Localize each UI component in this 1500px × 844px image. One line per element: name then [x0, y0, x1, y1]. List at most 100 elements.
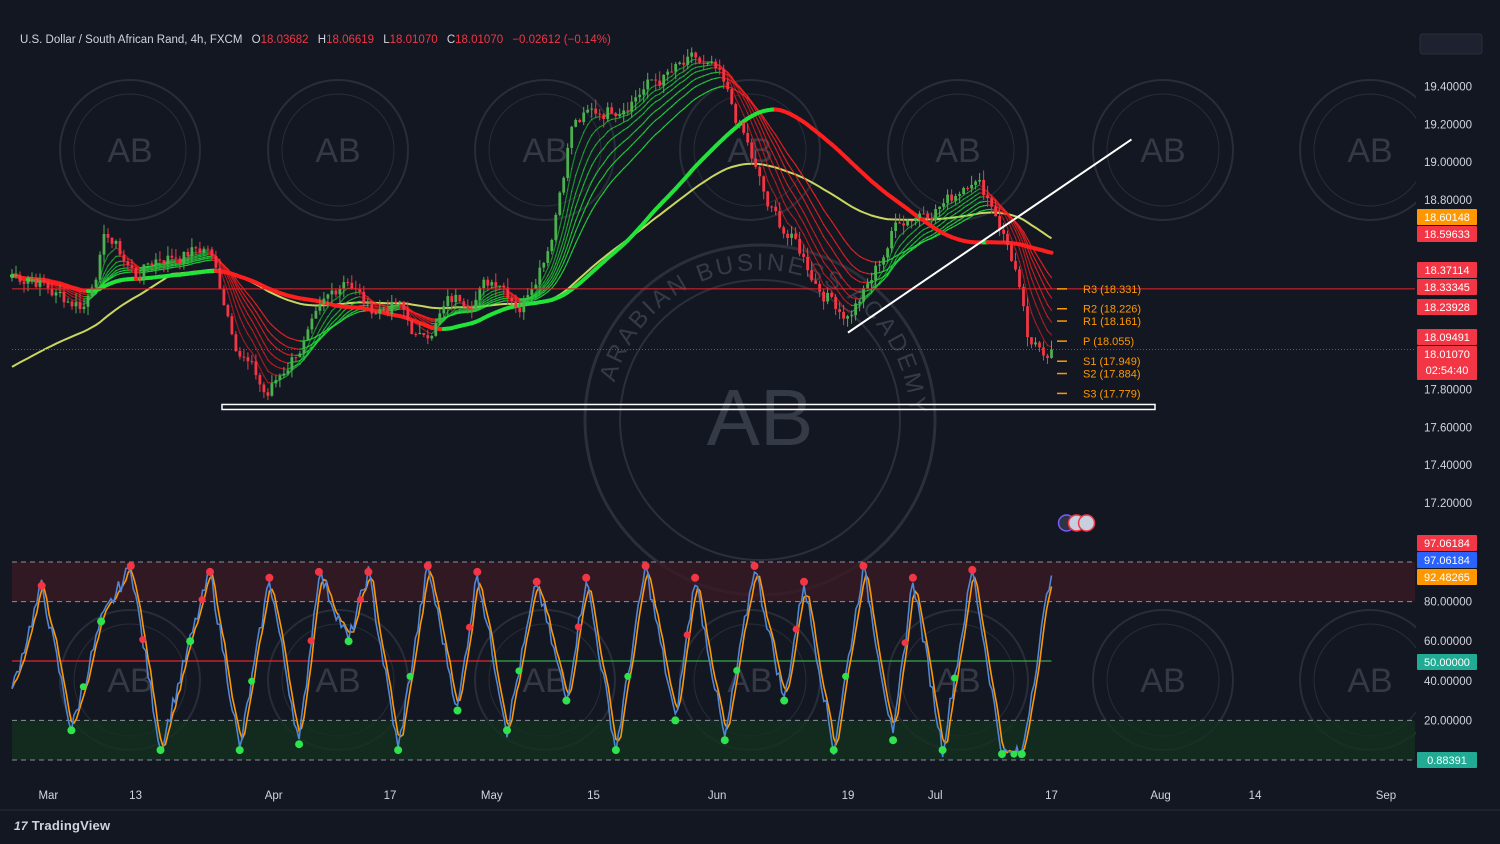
ema-ribbon-line	[818, 276, 825, 286]
ema-ribbon-line	[107, 270, 113, 276]
ema-ribbon-line	[295, 360, 301, 363]
ema-ribbon-line	[247, 305, 253, 313]
ema-ribbon-line	[299, 359, 305, 365]
candle-body	[26, 281, 30, 284]
ema-ribbon-line	[187, 258, 193, 262]
ema-ribbon-line	[735, 89, 741, 94]
ema-ribbon-line	[779, 167, 785, 178]
ema-ribbon-line	[439, 320, 445, 325]
ema-ribbon-line	[567, 232, 573, 246]
ema-ribbon-line	[910, 236, 917, 241]
ema-ribbon-line	[922, 236, 929, 241]
ema-ribbon-line	[243, 299, 249, 307]
candle-body	[802, 253, 805, 257]
candle-body	[10, 276, 14, 277]
ema-ribbon-line	[1022, 234, 1029, 245]
ema-ribbon-line	[767, 180, 773, 190]
candle-body	[594, 108, 598, 114]
ema-ribbon-line	[259, 317, 265, 325]
ema-ribbon-line	[1026, 264, 1033, 280]
candle-body	[498, 285, 502, 287]
ema-ribbon-line	[579, 211, 585, 223]
candle-body	[418, 333, 422, 335]
ema-ribbon-line	[615, 132, 621, 137]
ema-ribbon-line	[898, 248, 905, 255]
candle-body	[626, 110, 630, 112]
candle-body	[426, 335, 430, 339]
ema-ribbon-line	[974, 196, 981, 201]
ema-ribbon-line	[259, 367, 265, 377]
ema-ribbon-line	[635, 136, 641, 142]
ema-ribbon-line	[355, 296, 361, 299]
ema-ribbon-line	[966, 215, 973, 220]
ema-ribbon-line	[479, 307, 485, 311]
ema-ribbon-line	[667, 84, 673, 89]
candle-body	[306, 329, 310, 341]
ema-ribbon-line	[675, 98, 681, 104]
ema-ribbon-line	[906, 247, 913, 251]
ema-ribbon-line	[483, 289, 489, 294]
ema-ribbon-line	[531, 296, 537, 299]
ema-ribbon-line	[575, 209, 581, 222]
price-tag-label: 18.23928	[1424, 302, 1470, 314]
tradingview-logo[interactable]: 17 TradingView	[14, 818, 110, 833]
candle-body	[930, 218, 933, 221]
ema-ribbon-line	[926, 234, 933, 238]
ema-ribbon-line	[894, 235, 901, 243]
pivot-label: R1 (18.161)	[1083, 316, 1141, 328]
ema-ribbon-line	[655, 93, 661, 97]
ema-ribbon-line	[1026, 296, 1033, 314]
ema-ribbon-line	[802, 233, 809, 243]
ema-ribbon-line	[259, 309, 265, 316]
ema-ribbon-line	[367, 298, 373, 302]
ema-ribbon-line	[319, 312, 325, 321]
ema-ribbon-line	[679, 108, 685, 113]
watermark-ring	[267, 79, 409, 221]
watermark-monogram: AB	[1140, 132, 1185, 170]
candle-body	[134, 267, 138, 278]
ema-ribbon-line	[830, 290, 837, 298]
ema-ribbon-line	[571, 192, 577, 209]
ema-ribbon-line	[259, 355, 265, 365]
ema-ribbon-line	[423, 316, 429, 320]
ema-ribbon-line	[591, 129, 597, 136]
ema-ribbon-line	[826, 242, 833, 249]
candle-body	[598, 113, 602, 115]
oversold-dot	[780, 696, 789, 705]
cross-dot	[307, 637, 315, 645]
candle-body	[58, 292, 62, 293]
watermark-monogram: AB	[1347, 132, 1392, 170]
ema-ribbon-line	[747, 123, 753, 137]
ema-ribbon-line	[555, 258, 561, 270]
ema-ribbon-line	[455, 310, 461, 313]
candle-body	[1038, 342, 1041, 348]
ema-ribbon-line	[874, 278, 881, 282]
ema-ribbon-line	[846, 259, 853, 266]
ema-ribbon-line	[826, 229, 833, 237]
candle-body	[286, 370, 290, 374]
ema-ribbon-line	[834, 226, 841, 234]
ema-ribbon-line	[451, 303, 457, 309]
ema-ribbon-line	[930, 232, 937, 236]
ema-ribbon-line	[906, 249, 913, 254]
ema-ribbon-line	[203, 257, 209, 260]
candle-body	[34, 279, 38, 287]
ema-ribbon-line	[487, 297, 493, 301]
cross-dot	[515, 667, 523, 675]
ema-ribbon-line	[794, 174, 801, 183]
ema-ribbon-line	[711, 77, 717, 80]
price-tick-label: 19.20000	[1424, 119, 1472, 131]
high-value: 18.06619	[326, 34, 375, 46]
ema-ribbon-line	[938, 217, 945, 222]
ema-ribbon-line	[958, 216, 965, 221]
ema-ribbon-line	[131, 262, 137, 266]
ema-ribbon-line	[647, 113, 653, 119]
ema-ribbon-line	[195, 254, 201, 257]
ema-ribbon-line	[818, 253, 825, 263]
ema-ribbon-line	[287, 346, 293, 349]
ema-ribbon-line	[339, 315, 345, 321]
candle-body	[778, 211, 782, 228]
ema-ribbon-line	[547, 276, 553, 284]
ema-ribbon-line	[71, 293, 77, 296]
